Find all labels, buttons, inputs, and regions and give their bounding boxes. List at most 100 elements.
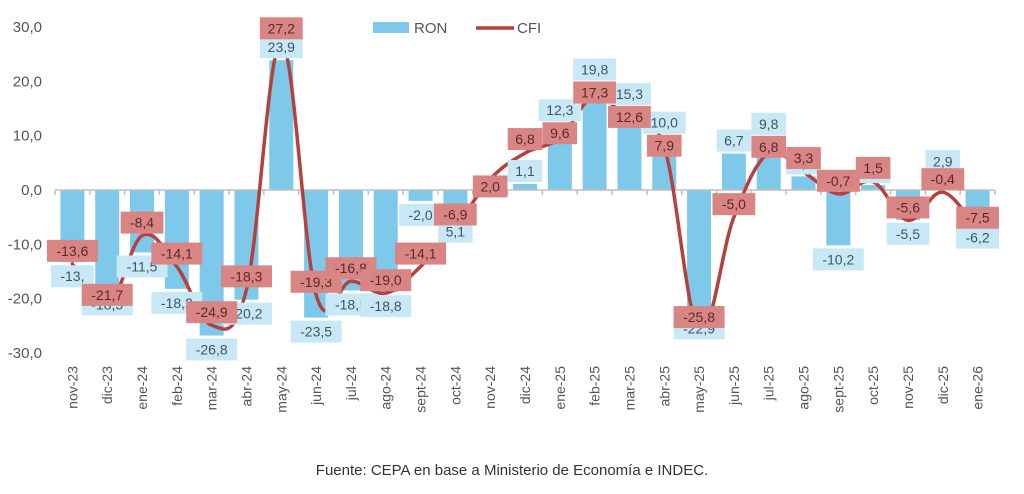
x-tick-label: abr-24 xyxy=(238,366,254,407)
ron-bar xyxy=(861,185,886,190)
cfi-data-label-text: -25,8 xyxy=(683,309,715,325)
cfi-data-label-bg xyxy=(186,301,238,324)
cfi-data-label-bg xyxy=(956,206,999,229)
ron-data-label-text: -20,2 xyxy=(231,306,263,322)
cfi-data-label-text: 6,8 xyxy=(759,139,779,155)
cfi-data-labels: -13,6-21,7-8,4-14,1-24,9-18,327,2-19,3-1… xyxy=(46,17,999,329)
ron-data-label-bg xyxy=(925,150,961,173)
cfi-data-label-text: -13,6 xyxy=(56,243,88,259)
y-tick-label: 20,0 xyxy=(13,73,42,90)
ron-data-label-bg xyxy=(751,112,787,135)
ron-data-label: -26,8 xyxy=(186,338,238,361)
ron-data-label-text: 1,1 xyxy=(515,163,535,179)
cfi-data-label-text: 3,3 xyxy=(794,150,814,166)
y-tick-label: 0,0 xyxy=(21,182,42,199)
cfi-data-label: -0,4 xyxy=(921,168,965,191)
cfi-data-label: 12,6 xyxy=(608,105,651,128)
x-tick-label: ago-24 xyxy=(378,366,394,410)
ron-data-label-text: -11,5 xyxy=(127,258,158,274)
ron-bar xyxy=(513,184,537,190)
cfi-data-label: -8,4 xyxy=(120,211,164,234)
cfi-data-label-bg xyxy=(646,134,682,157)
y-tick-label: -30,0 xyxy=(8,345,42,362)
cfi-data-label-text: -21,7 xyxy=(91,287,123,303)
ron-data-label-text: -5,5 xyxy=(896,226,920,242)
x-tick-label: ene-26 xyxy=(970,366,986,410)
ron-data-label: -18,8 xyxy=(360,295,412,318)
cfi-data-label: -14,1 xyxy=(395,242,447,265)
x-tick-label: ago-25 xyxy=(796,366,812,410)
ron-data-label: -6,2 xyxy=(956,226,999,249)
ron-data-label-bg xyxy=(186,338,238,361)
cfi-data-label-bg xyxy=(855,156,891,179)
ron-data-label-bg xyxy=(956,226,999,249)
ron-bar xyxy=(826,190,851,246)
ron-data-label-bg xyxy=(608,82,651,105)
legend: RON CFI xyxy=(373,20,541,37)
cfi-data-label-bg xyxy=(507,128,543,151)
cfi-data-label: 6,8 xyxy=(507,128,543,151)
cfi-data-label: -0,7 xyxy=(816,169,860,192)
cfi-data-label: 1,5 xyxy=(855,156,891,179)
ron-data-label-text: -6,2 xyxy=(966,230,990,246)
x-axis-labels: nov-23 dic-23 ene-24 feb-24 mar-24 abr-24 may-… xyxy=(64,366,985,413)
ron-data-label-text: 12,3 xyxy=(546,102,573,118)
ron-data-label-text: 15,3 xyxy=(616,86,643,102)
cfi-data-label-bg xyxy=(220,265,272,288)
source-note: Fuente: CEPA en base a Ministerio de Eco… xyxy=(315,462,709,479)
cfi-data-label-text: 6,8 xyxy=(515,131,535,147)
ron-bar xyxy=(95,190,120,291)
y-tick-label: -10,0 xyxy=(8,236,42,253)
cfi-data-label-text: -6,9 xyxy=(443,206,467,222)
ron-data-label-text: -18,8 xyxy=(370,298,402,314)
cfi-data-label-text: -0,7 xyxy=(826,173,850,189)
ron-data-label-bg xyxy=(812,248,864,271)
cfi-data-label-text: -19,3 xyxy=(300,274,332,290)
ron-data-label-bg xyxy=(259,36,303,59)
ron-data-label-bg xyxy=(51,265,94,288)
cfi-data-label: -25,8 xyxy=(673,306,725,329)
cfi-data-label: 3,3 xyxy=(786,147,821,170)
x-tick-label: dic-25 xyxy=(935,366,951,404)
ron-data-label-bg xyxy=(360,295,412,318)
cfi-data-label-text: -18,3 xyxy=(231,268,263,284)
ron-data-label-text: 10,0 xyxy=(651,115,678,131)
x-tick-label: dic-24 xyxy=(517,366,533,404)
y-axis: 30,0 20,0 10,0 0,0 -10,0 -20,0 -30,0 xyxy=(8,19,42,362)
ron-data-label: -2,0 xyxy=(399,203,442,226)
ron-data-label-text: -18,2 xyxy=(161,295,193,311)
x-tick-label: jun-25 xyxy=(726,366,742,406)
cfi-data-label-text: -5,6 xyxy=(896,199,920,215)
cfi-data-label: -19,0 xyxy=(360,269,412,292)
cfi-data-label-bg xyxy=(673,306,725,329)
x-tick-label: abr-25 xyxy=(656,366,672,407)
x-tick-label: may-25 xyxy=(691,366,707,413)
ron-data-label-text: 9,8 xyxy=(759,116,779,132)
cfi-data-label-bg xyxy=(608,105,651,128)
ron-data-label-text: -18,5 xyxy=(335,296,367,312)
cfi-data-label-bg xyxy=(542,122,578,145)
cfi-data-label-text: -14,1 xyxy=(161,246,193,262)
cfi-data-label-text: 7,9 xyxy=(655,138,675,154)
y-tick-label: 30,0 xyxy=(13,19,42,36)
cfi-data-label-bg xyxy=(921,168,965,191)
ron-data-label: -5,5 xyxy=(886,222,930,245)
x-tick-label: feb-24 xyxy=(169,366,185,406)
ron-data-label: 9,8 xyxy=(751,112,787,135)
ron-data-label-text: 19,8 xyxy=(581,61,608,77)
cfi-data-label-text: 27,2 xyxy=(268,20,295,36)
ron-data-label: 6,7 xyxy=(716,129,752,152)
cfi-data-label-text: -7,5 xyxy=(966,210,990,226)
ron-data-label: 5,1 xyxy=(438,220,473,243)
x-tick-label: nov-23 xyxy=(64,366,80,409)
ron-data-label-bg xyxy=(438,220,473,243)
cfi-data-label-bg xyxy=(433,203,477,226)
ron-bar xyxy=(687,190,712,315)
ron-data-label: 10,0 xyxy=(642,111,686,134)
ron-data-label-bg xyxy=(290,320,342,343)
x-tick-label: oct-25 xyxy=(865,366,881,405)
cfi-data-label-text: -16,8 xyxy=(335,260,367,276)
cfi-data-label-text: -8,4 xyxy=(130,215,154,231)
ron-data-label-text: 2,9 xyxy=(933,153,953,169)
